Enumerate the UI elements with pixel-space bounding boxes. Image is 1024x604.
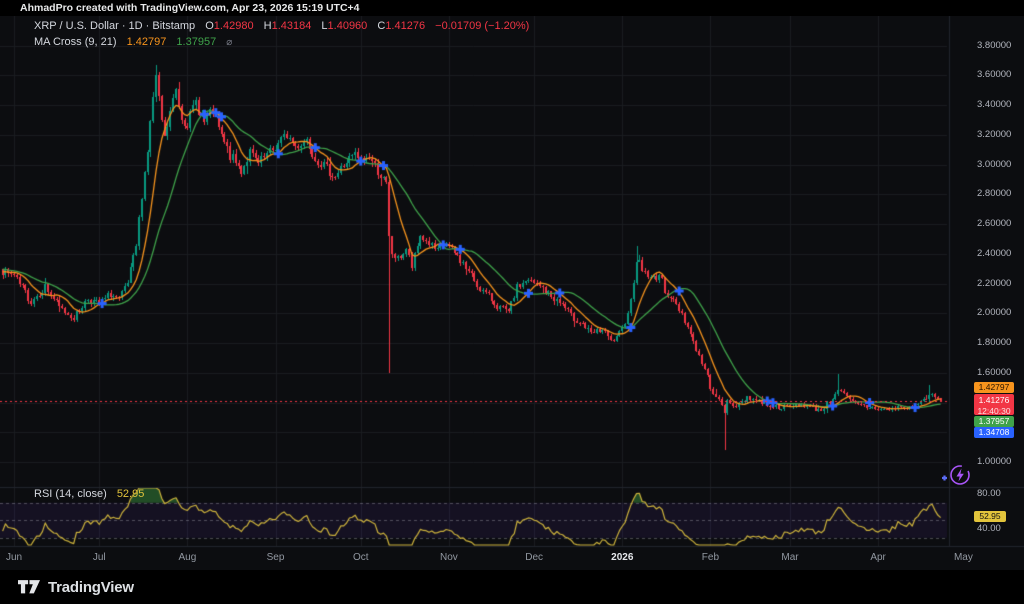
ma-fast-price-badge: 1.42797: [974, 382, 1014, 393]
price-tick-label: 3.20000: [977, 128, 1012, 140]
time-tick-label: 2026: [611, 552, 634, 563]
price-tick-label: 1.80000: [977, 337, 1012, 348]
low-label: L: [321, 20, 328, 32]
rsi-legend[interactable]: RSI (14, close) 52.95: [34, 488, 144, 500]
symbol-title[interactable]: XRP / U.S. Dollar · 1D · Bitstamp: [34, 20, 196, 32]
ma-slow-value: 1.37957: [176, 36, 217, 48]
rsi-tick-label: 40.00: [977, 523, 1001, 534]
close-label: C: [377, 20, 386, 32]
last-price-value: 1.41276: [978, 395, 1010, 405]
boost-lightning-icon[interactable]: [936, 462, 976, 490]
time-tick-label: Jun: [5, 552, 23, 563]
open-value: 1.42980: [213, 20, 254, 32]
price-tick-label: 3.60000: [977, 69, 1012, 81]
last-price-badge: 1.41276 12:40:30: [974, 394, 1014, 416]
low-value: 1.40960: [327, 20, 368, 32]
ma-cross-price-badge: 1.34708: [974, 427, 1014, 438]
rsi-value: 52.95: [116, 488, 145, 500]
price-tick-label: 2.80000: [977, 188, 1012, 200]
time-tick-label: Nov: [439, 552, 458, 563]
ma-slow-price-badge: 1.37957: [974, 416, 1014, 427]
time-tick-label: Apr: [870, 552, 886, 563]
tradingview-logo-icon[interactable]: [18, 579, 40, 595]
bar-countdown: 12:40:30: [977, 405, 1011, 416]
rsi-value-badge: 52.95: [974, 511, 1006, 522]
price-tick-label: 3.00000: [977, 158, 1012, 170]
price-tick-label: 1.60000: [977, 366, 1012, 378]
symbol-legend[interactable]: XRP / U.S. Dollar · 1D · Bitstamp O1.429…: [34, 20, 529, 32]
time-tick-label: May: [953, 552, 973, 563]
price-tick-label: 3.40000: [977, 99, 1012, 110]
price-tick-label: 2.60000: [977, 218, 1012, 229]
eye-icon[interactable]: ⌀: [226, 37, 233, 48]
time-tick-label: Sep: [266, 552, 285, 563]
high-label: H: [263, 20, 272, 32]
open-label: O: [205, 20, 214, 32]
attribution-bar: AhmadPro created with TradingView.com, A…: [20, 2, 360, 14]
high-value: 1.43184: [271, 20, 312, 32]
time-tick-label: Dec: [525, 552, 544, 563]
price-tick-label: 2.00000: [977, 307, 1012, 319]
tradingview-brand-text[interactable]: TradingView: [48, 578, 134, 596]
price-tick-label: 2.40000: [977, 247, 1012, 259]
change-value: −0.01709 (−1.20%): [435, 20, 530, 32]
chart-area: XRP / U.S. Dollar · 1D · Bitstamp O1.429…: [0, 16, 1024, 570]
price-tick-label: 2.20000: [977, 277, 1012, 289]
footer-bar: TradingView: [0, 570, 1024, 604]
close-value: 1.41276: [385, 20, 426, 32]
time-tick-label: Oct: [353, 552, 369, 563]
time-tick-label: Feb: [701, 552, 720, 563]
price-tick-label: 1.00000: [977, 456, 1012, 467]
ma-cross-title[interactable]: MA Cross (9, 21): [34, 36, 117, 48]
ma-fast-value: 1.42797: [126, 36, 167, 48]
ma-cross-legend[interactable]: MA Cross (9, 21) 1.42797 1.37957 ⌀: [34, 36, 232, 48]
time-tick-label: Aug: [178, 552, 197, 563]
time-tick-label: Mar: [781, 552, 799, 563]
price-tick-label: 3.80000: [977, 39, 1012, 51]
time-tick-label: Jul: [92, 552, 106, 563]
rsi-title[interactable]: RSI (14, close): [34, 488, 107, 500]
price-chart-canvas[interactable]: [0, 16, 1024, 570]
rsi-tick-label: 80.00: [977, 488, 1001, 499]
